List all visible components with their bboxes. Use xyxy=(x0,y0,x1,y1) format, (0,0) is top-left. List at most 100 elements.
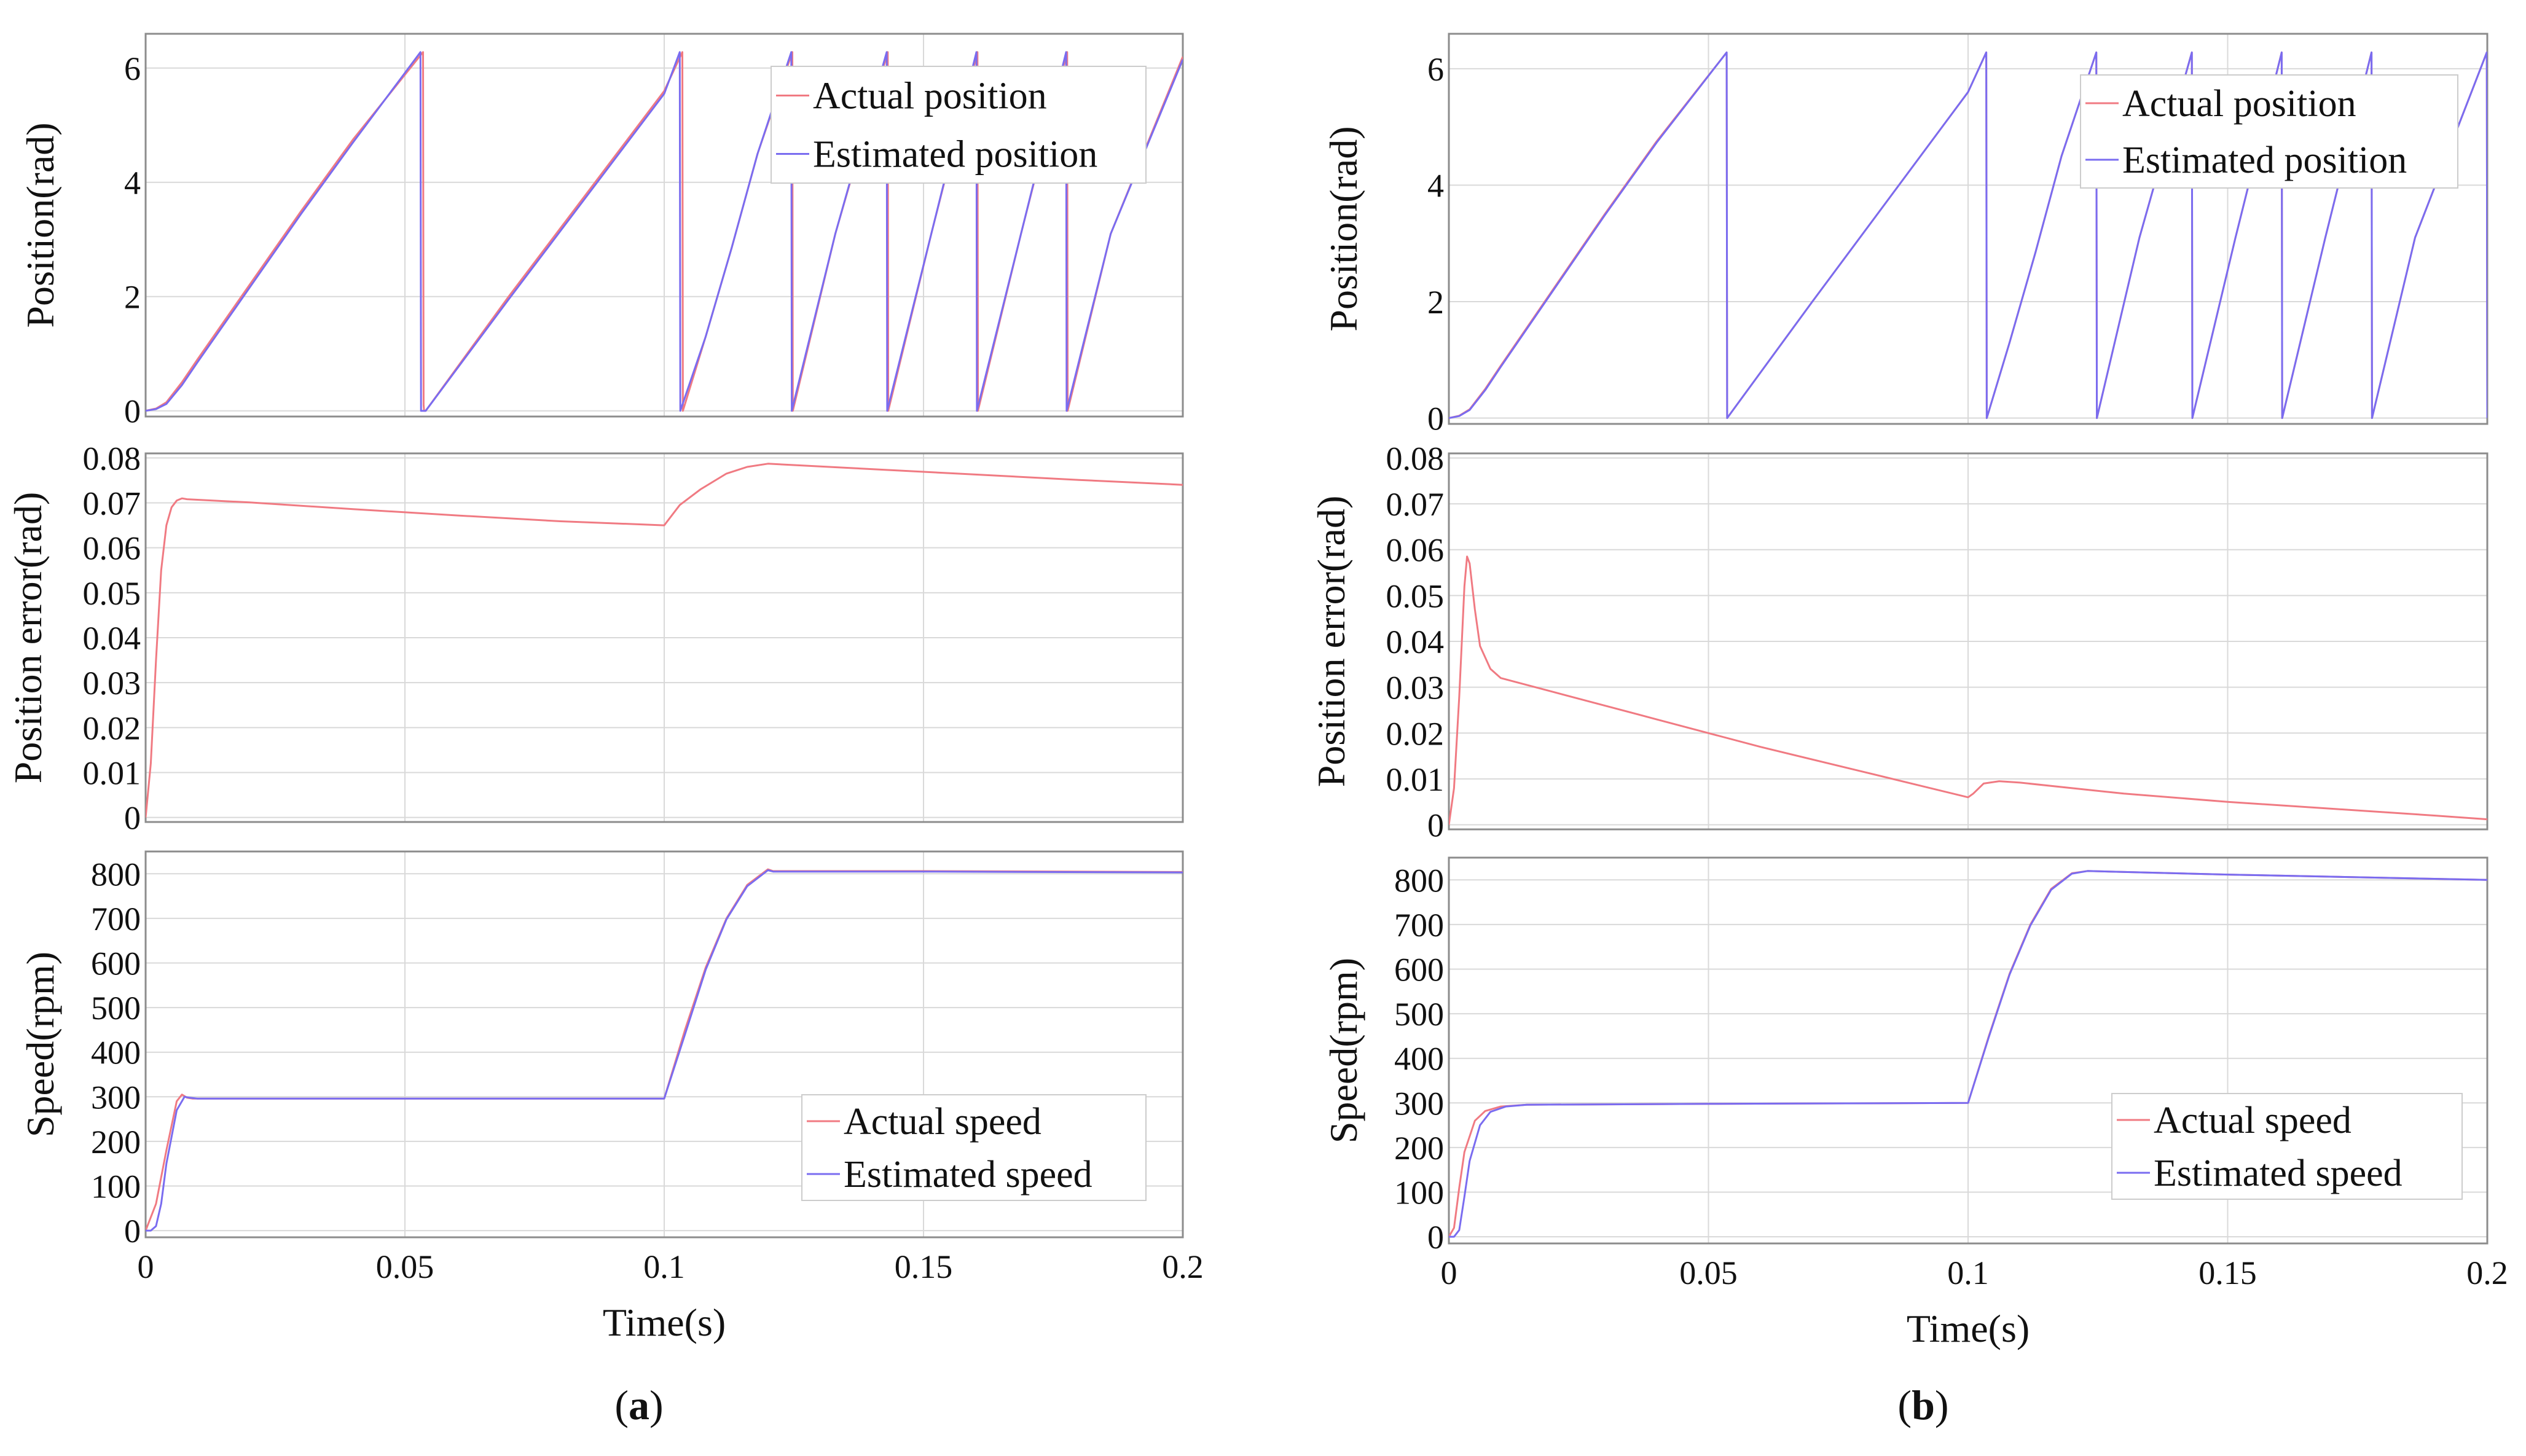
plot-frame xyxy=(144,33,1184,418)
caption-letter: a xyxy=(629,1382,649,1428)
panel-caption: (a) xyxy=(614,1382,663,1428)
y-tick-label: 700 xyxy=(1394,907,1444,944)
y-tick-label: 0.08 xyxy=(83,440,141,477)
y-tick-label: 400 xyxy=(1394,1041,1444,1078)
y-tick-label: 300 xyxy=(1394,1085,1444,1122)
y-tick-label: 0.02 xyxy=(1386,715,1445,752)
y-tick-label: 0.04 xyxy=(1386,624,1445,660)
plot-frame xyxy=(1448,452,2489,831)
y-tick-label: 700 xyxy=(91,901,141,937)
x-tick-label: 0.2 xyxy=(2466,1254,2508,1291)
x-tick-label: 0.15 xyxy=(895,1248,953,1285)
y-tick-label: 0.07 xyxy=(1386,486,1445,523)
legend: Actual speed Estimated speed xyxy=(2111,1093,2463,1200)
y-tick-label: 0.03 xyxy=(1386,670,1445,706)
plot-frame xyxy=(144,452,1184,823)
chart-a-speed: 0 100 200 300 400 500 600 700 800 0 0.05 0.1 0.15 0.2… xyxy=(18,850,1204,1344)
legend-box xyxy=(771,66,1147,184)
caption-close: ) xyxy=(649,1382,664,1428)
chart-b-speed: 0 100 200 300 400 500 600 700 800 0 0.05 0.1 0.15 0.2… xyxy=(1322,856,2508,1350)
caption-open: ( xyxy=(1897,1382,1912,1428)
y-axis-label: Position(rad) xyxy=(1322,126,1365,331)
y-tick-label: 6 xyxy=(124,50,141,87)
y-tick-label: 500 xyxy=(1394,996,1444,1033)
legend-label: Estimated position xyxy=(813,134,1097,176)
y-tick-label: 0 xyxy=(1427,807,1444,844)
y-tick-label: 0.01 xyxy=(1386,761,1445,798)
plot-frame xyxy=(1448,856,2489,1245)
y-tick-label: 100 xyxy=(1394,1175,1444,1211)
y-tick-label: 6 xyxy=(1427,51,1444,88)
y-axis-label: Position error(rad) xyxy=(6,492,50,784)
y-axis-label: Position(rad) xyxy=(18,122,62,327)
y-tick-label: 2 xyxy=(124,279,141,316)
y-tick-label: 0.01 xyxy=(83,755,141,792)
legend: Actual position Estimated position xyxy=(2080,74,2458,189)
legend-box xyxy=(2080,74,2458,189)
legend-label: Estimated speed xyxy=(844,1154,1092,1196)
x-tick-label: 0.05 xyxy=(1679,1254,1738,1291)
y-tick-label: 0.03 xyxy=(83,665,141,702)
y-tick-label: 800 xyxy=(1394,862,1444,899)
y-tick-label: 0.06 xyxy=(1386,532,1445,569)
legend-label: Actual position xyxy=(2122,83,2356,125)
legend-box xyxy=(801,1094,1147,1201)
legend-label: Estimated position xyxy=(2122,139,2407,181)
series-line xyxy=(1449,555,2487,825)
y-tick-label: 800 xyxy=(91,856,141,893)
plot-frame xyxy=(144,850,1184,1239)
x-axis-label: Time(s) xyxy=(1907,1307,2030,1350)
series-line xyxy=(146,51,1183,412)
y-tick-label: 0 xyxy=(1427,401,1444,437)
chart-a-position: 0 2 4 6 Position(rad) Actual position Estimate… xyxy=(18,33,1184,430)
y-tick-label: 200 xyxy=(91,1124,141,1160)
legend: Actual position Estimated position xyxy=(771,66,1147,184)
y-tick-label: 600 xyxy=(1394,952,1444,988)
y-tick-label: 2 xyxy=(1427,284,1444,321)
series-line xyxy=(146,51,1183,412)
y-tick-label: 0.04 xyxy=(83,620,141,657)
y-tick-label: 0 xyxy=(124,800,141,837)
y-tick-label: 0.05 xyxy=(1386,577,1445,614)
chart-b-position: 0 2 4 6 Position(rad) Actual position Estimate… xyxy=(1322,33,2489,437)
x-tick-label: 0.05 xyxy=(376,1248,434,1285)
y-tick-label: 0.08 xyxy=(1386,440,1445,477)
legend-box xyxy=(2111,1093,2463,1200)
y-tick-label: 0.06 xyxy=(83,530,141,567)
panel-caption: (b) xyxy=(1897,1382,1948,1428)
series-line xyxy=(146,869,1183,1232)
caption-open: ( xyxy=(614,1382,629,1428)
y-tick-label: 0 xyxy=(124,393,141,430)
legend-label: Actual speed xyxy=(844,1101,1041,1143)
x-tick-label: 0.2 xyxy=(1162,1248,1204,1285)
x-tick-label: 0 xyxy=(1441,1254,1457,1291)
y-tick-label: 400 xyxy=(91,1035,141,1071)
y-tick-label: 0.02 xyxy=(83,710,141,746)
y-tick-label: 500 xyxy=(91,990,141,1027)
y-tick-label: 4 xyxy=(1427,167,1444,204)
y-tick-label: 600 xyxy=(91,945,141,982)
y-tick-label: 4 xyxy=(124,165,141,202)
caption-close: ) xyxy=(1935,1382,1949,1428)
caption-letter: b xyxy=(1912,1382,1935,1428)
y-axis-label: Speed(rpm) xyxy=(18,952,62,1137)
legend-label: Estimated speed xyxy=(2154,1153,2402,1194)
y-axis-label: Position error(rad) xyxy=(1309,496,1353,788)
legend-label: Actual position xyxy=(813,76,1047,117)
y-tick-label: 0 xyxy=(1427,1219,1444,1256)
chart-b-error: 0 0.01 0.02 0.03 0.04 0.05 0.06 0.07 0.08 Positio… xyxy=(1309,440,2489,844)
series-line xyxy=(1449,51,2487,419)
series-line xyxy=(1449,870,2487,1238)
chart-a-error: 0 0.01 0.02 0.03 0.04 0.05 0.06 0.07 0.08 Positio… xyxy=(6,440,1184,837)
x-tick-label: 0.15 xyxy=(2198,1254,2257,1291)
legend-label: Actual speed xyxy=(2154,1100,2351,1141)
y-tick-label: 0.05 xyxy=(83,575,141,612)
x-tick-label: 0.1 xyxy=(643,1248,685,1285)
y-tick-label: 100 xyxy=(91,1168,141,1205)
legend: Actual speed Estimated speed xyxy=(801,1094,1147,1201)
y-tick-label: 300 xyxy=(91,1079,141,1116)
x-axis-label: Time(s) xyxy=(603,1301,726,1344)
x-tick-label: 0.1 xyxy=(1947,1254,1989,1291)
y-axis-label: Speed(rpm) xyxy=(1322,958,1365,1143)
